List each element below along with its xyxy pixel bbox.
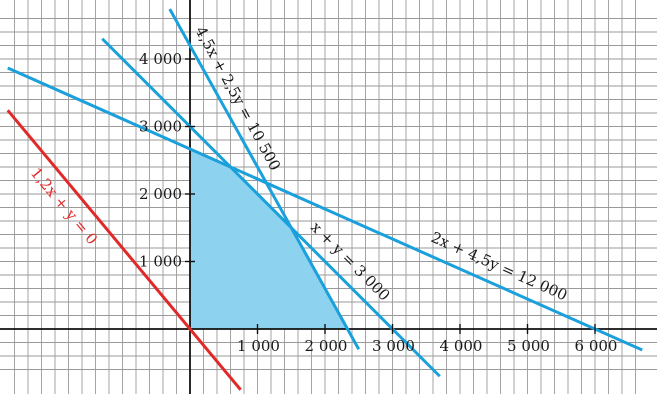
x-tick-label: 4 000: [440, 337, 483, 355]
y-tick-label: 3 000: [139, 118, 182, 136]
x-tick-label: 2 000: [305, 337, 348, 355]
line-label-3: 2x + 4,5y = 12 000: [428, 228, 570, 304]
x-tick-label: 5 000: [507, 337, 550, 355]
series-line-4: [6, 109, 242, 391]
feasible-region-layer: [190, 149, 348, 329]
series-line-1: [168, 8, 361, 350]
constraint-lines: [6, 8, 643, 391]
y-tick-label: 1 000: [139, 253, 182, 271]
series-line-3: [7, 66, 643, 352]
feasible-region: [190, 149, 348, 329]
y-tick-label: 4 000: [139, 50, 182, 68]
x-tick-label: 3 000: [372, 337, 415, 355]
x-tick-label: 1 000: [237, 337, 280, 355]
tick-labels: 1 000 2 000 3 000 4 000 5 000 6 000 1 000 2 000…: [139, 50, 617, 355]
x-tick-label: 6 000: [575, 337, 618, 355]
series-line-2: [101, 37, 441, 378]
y-tick-label: 2 000: [139, 185, 182, 203]
